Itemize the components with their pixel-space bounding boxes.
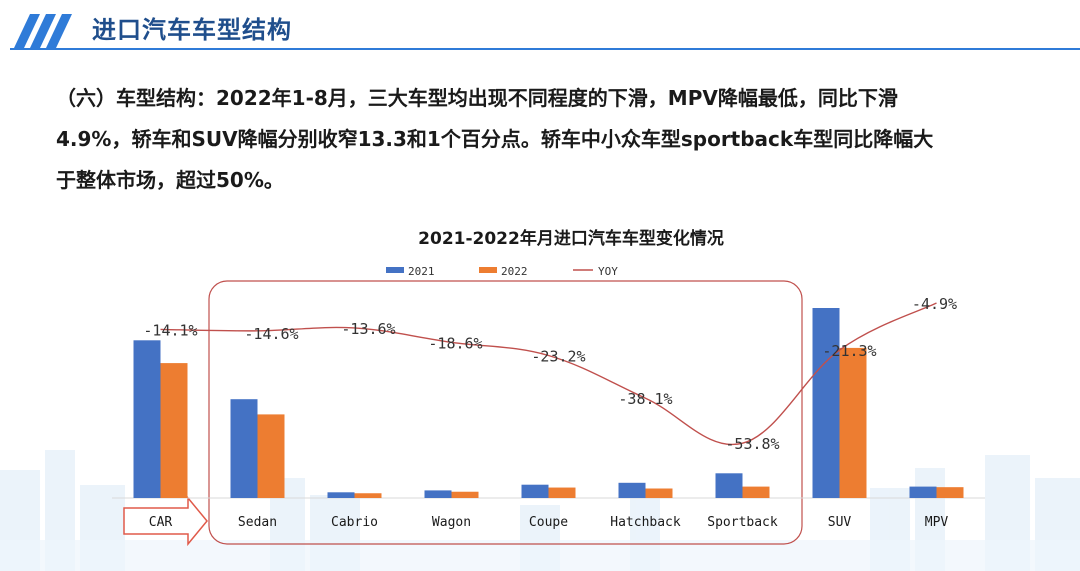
x-tick-label: Hatchback (610, 515, 681, 530)
bar-2022-coupe (548, 487, 576, 498)
paragraph-line: 于整体市场，超过50%。 (56, 168, 284, 192)
x-tick-label: CAR (149, 515, 173, 530)
bar-2021-cabrio (327, 492, 355, 498)
yoy-data-label: -13.6% (341, 320, 395, 338)
legend-label-yoy: YOY (598, 265, 618, 278)
paragraph-line: （六）车型结构：2022年1-8月，三大车型均出现不同程度的下滑，MPV降幅最低… (56, 86, 898, 110)
yoy-data-label: -38.1% (618, 390, 672, 408)
x-tick-label: Sportback (707, 515, 778, 530)
bar-2021-sedan (230, 399, 258, 498)
bar-2021-mpv (909, 486, 937, 498)
bar-2022-sedan (257, 414, 285, 498)
bar-2022-car (160, 363, 188, 498)
yoy-data-label: -53.8% (725, 435, 779, 453)
bar-2022-suv (839, 347, 867, 498)
legend-swatch-2022 (479, 267, 497, 273)
paragraph-line: 4.9%，轿车和SUV降幅分别收窄13.3和1个百分点。轿车中小众车型sport… (56, 127, 934, 151)
legend-label-2021: 2021 (408, 265, 435, 278)
x-tick-label: Coupe (529, 515, 568, 530)
bar-2021-sportback (715, 473, 743, 498)
page-title: 进口汽车车型结构 (92, 16, 292, 44)
bar-2021-wagon (424, 490, 452, 498)
legend-label-2022: 2022 (501, 265, 528, 278)
bar-2021-car (133, 340, 161, 498)
legend-swatch-2021 (386, 267, 404, 273)
bar-2022-cabrio (354, 493, 382, 498)
bar-2022-hatchback (645, 488, 673, 498)
bar-2021-hatchback (618, 482, 646, 498)
bar-2022-mpv (936, 487, 964, 498)
yoy-data-label: -14.6% (244, 325, 298, 343)
x-tick-label: Sedan (238, 515, 277, 530)
yoy-data-label: -21.3% (822, 342, 876, 360)
x-tick-label: SUV (828, 515, 852, 530)
bar-2022-sportback (742, 486, 770, 498)
x-tick-label: Cabrio (331, 515, 378, 530)
yoy-data-label: -18.6% (428, 334, 482, 352)
yoy-line (160, 302, 937, 446)
summary-paragraph: （六）车型结构：2022年1-8月，三大车型均出现不同程度的下滑，MPV降幅最低… (56, 78, 1056, 201)
x-tick-label: MPV (925, 515, 949, 530)
chart-legend: 2021 2022 YOY (386, 265, 618, 278)
x-tick-label: Wagon (432, 515, 471, 530)
bar-2021-suv (812, 308, 840, 498)
bar-2022-wagon (451, 491, 479, 498)
bar-2021-coupe (521, 484, 549, 498)
yoy-data-label: -14.1% (143, 321, 197, 339)
yoy-data-label: -4.9% (912, 295, 957, 313)
sedan-highlight-box (208, 280, 803, 545)
header-stripes-logo (10, 14, 1080, 50)
slide-header: 进口汽车车型结构 (0, 0, 1080, 52)
car-arrow-shape (123, 495, 208, 547)
yoy-data-label: -23.2% (531, 348, 585, 366)
chart-title: 2021-2022年月进口汽车车型变化情况 (418, 228, 724, 249)
